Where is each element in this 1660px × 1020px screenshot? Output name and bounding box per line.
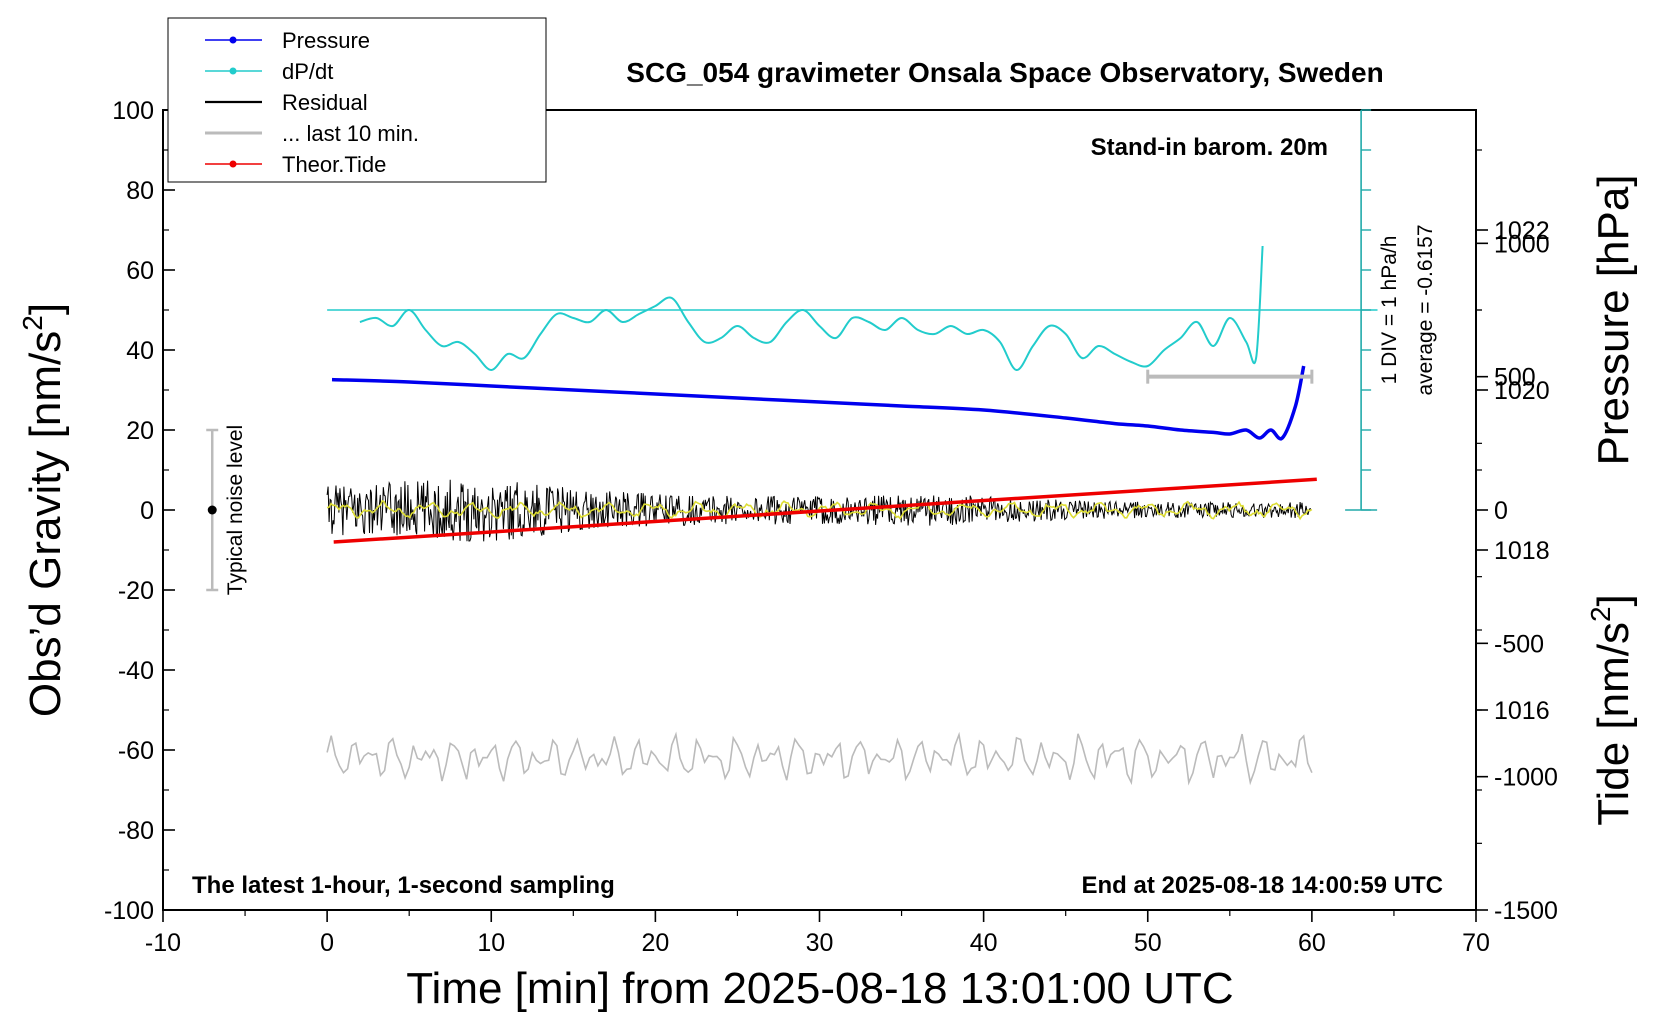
left-tick-label-9: -80 [118, 817, 154, 845]
left-tick-label-2: 60 [126, 257, 154, 285]
tide-line [333, 477, 1317, 544]
legend-label-3: ... last 10 min. [282, 121, 419, 146]
bottom-tick-label-2: 10 [477, 929, 505, 957]
bottom-tick-label-6: 50 [1134, 929, 1162, 957]
extras-layer [206, 109, 1378, 592]
annotation-latest-hour: The latest 1-hour, 1-second sampling [192, 872, 615, 899]
bottom-tick-label-4: 30 [806, 929, 834, 957]
legend-box [167, 17, 547, 183]
legend-label-4: Theor.Tide [282, 152, 386, 177]
pressure-tick-label-1: 1020 [1494, 377, 1550, 405]
left-tick-label-7: -40 [118, 657, 154, 685]
y-axis-label-left-main: Obs’d Gravity [nm/s [21, 331, 70, 717]
y-axis-label-pressure: Pressure [hPa] [1589, 174, 1638, 465]
right-axis-ticks: 1022 1020 1018 1016 1000 500 0 -500 -1000 -1500 [1476, 149, 1558, 925]
last-10-min-line [326, 731, 1313, 786]
tide-tick-label-1: 500 [1494, 364, 1536, 392]
tide-tick-label-0: 1000 [1494, 230, 1550, 258]
y-axis-label-left-sup: 2 [17, 315, 48, 331]
tide-tick-label-4: -1000 [1494, 764, 1558, 792]
tide-tick-label-3: -500 [1494, 630, 1544, 658]
left-tick-label-8: -60 [118, 737, 154, 765]
y-axis-label-left: Obs’d Gravity [nm/s2] [17, 303, 70, 717]
tide-tick-label-2: 0 [1494, 497, 1508, 525]
legend-marker-1 [229, 67, 237, 75]
annotation-div-scale: 1 DIV = 1 hPa/h [1378, 236, 1401, 385]
y-axis-label-tide-end: ] [1589, 594, 1638, 606]
noise-bar-center-dot [207, 505, 217, 515]
legend-label-2: Residual [282, 90, 368, 115]
annotation-average: average = -0.6157 [1414, 224, 1437, 395]
series-layer [326, 245, 1378, 786]
x-axis-label: Time [min] from 2025-08-18 13:01:00 UTC [406, 964, 1233, 1013]
y-axis-label-tide-main: Tide [nm/s [1589, 622, 1638, 826]
bottom-tick-label-0: -10 [145, 929, 181, 957]
left-axis-ticks: 100 80 60 40 20 0 -20 -40 -60 -80 -100 [104, 97, 175, 925]
bottom-axis-ticks: -10 0 10 20 30 40 50 60 70 [145, 910, 1490, 957]
annotation-noise-level: Typical noise level [224, 425, 247, 595]
bottom-tick-label-7: 60 [1298, 929, 1326, 957]
bottom-tick-label-3: 20 [641, 929, 669, 957]
residual-smoothed-line [326, 499, 1313, 521]
left-tick-label-1: 80 [126, 177, 154, 205]
legend-label-1: dP/dt [282, 59, 333, 84]
y-axis-label-tide: Tide [nm/s2] [1585, 594, 1638, 826]
left-tick-label-0: 100 [112, 97, 154, 125]
legend-marker-4 [229, 160, 237, 168]
pressure-tick-label-0: 1022 [1494, 217, 1550, 245]
dpdt-line [359, 245, 1264, 372]
pressure-tick-label-3: 1016 [1494, 697, 1550, 725]
y-axis-label-left-end: ] [21, 303, 70, 315]
pressure-line [331, 365, 1306, 441]
left-tick-label-4: 20 [126, 417, 154, 445]
left-tick-label-3: 40 [126, 337, 154, 365]
bottom-tick-label-8: 70 [1462, 929, 1490, 957]
left-tick-label-6: -20 [118, 577, 154, 605]
left-tick-label-5: 0 [140, 497, 154, 525]
chart-title: SCG_054 gravimeter Onsala Space Observat… [626, 57, 1383, 88]
left-tick-label-10: -100 [104, 897, 154, 925]
bottom-tick-label-5: 40 [970, 929, 998, 957]
pressure-tick-label-2: 1018 [1494, 537, 1550, 565]
annotation-end-time: End at 2025-08-18 14:00:59 UTC [1082, 872, 1444, 899]
y-axis-label-tide-sup: 2 [1585, 606, 1616, 622]
tide-tick-label-5: -1500 [1494, 897, 1558, 925]
bottom-tick-label-1: 0 [320, 929, 334, 957]
legend-label-0: Pressure [282, 28, 370, 53]
legend: Pressure dP/dt Residual ... last 10 min. The… [167, 17, 547, 183]
residual-line [326, 479, 1311, 542]
annotation-barometer: Stand-in barom. 20m [1091, 134, 1328, 161]
legend-marker-0 [229, 36, 237, 44]
